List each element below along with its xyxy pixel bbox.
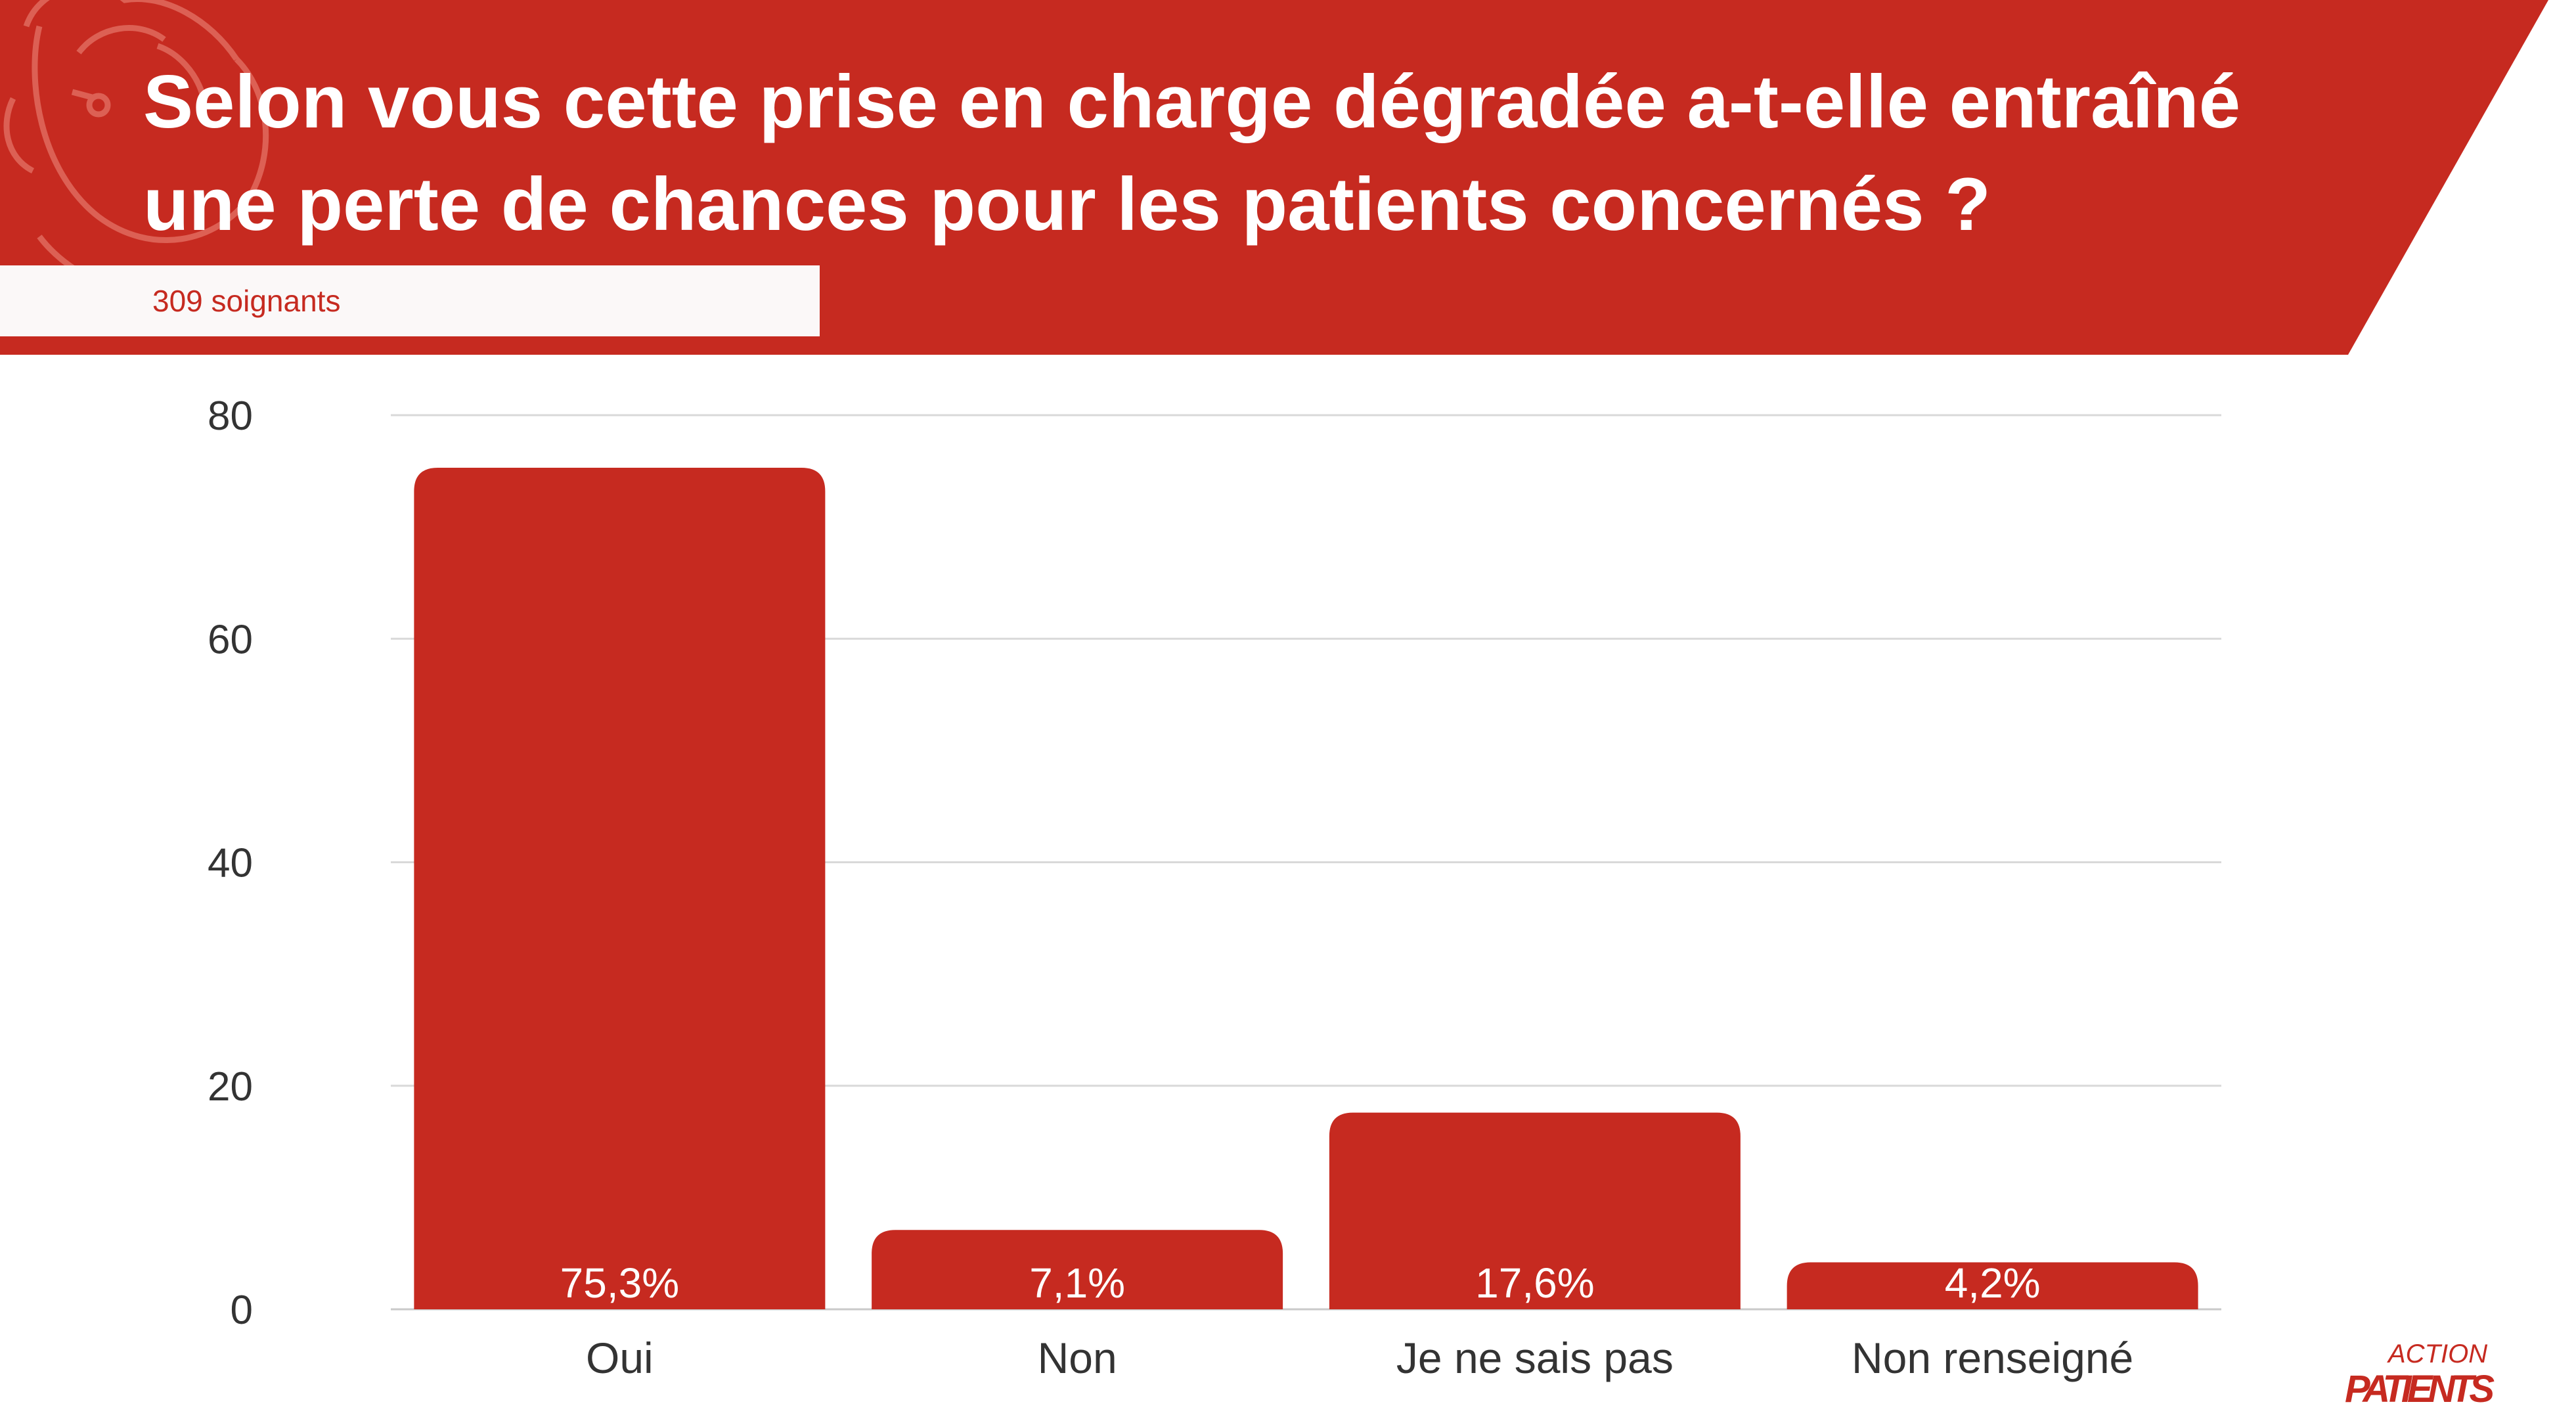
y-tick-label: 0 (231, 1288, 253, 1333)
svg-text:ACTION: ACTION (2387, 1340, 2487, 1368)
bar (1329, 1112, 1741, 1309)
data-label: 75,3% (560, 1259, 679, 1307)
data-label: 17,6% (1475, 1259, 1594, 1307)
subtitle-box: 309 soignants (0, 265, 820, 336)
x-tick-label: Non renseigné (1852, 1334, 2133, 1382)
x-tick-label: Non (1038, 1334, 1117, 1382)
data-label: 7,1% (1029, 1259, 1125, 1307)
bar (872, 1230, 1283, 1309)
x-tick-label: Oui (586, 1334, 654, 1382)
y-tick-label: 20 (208, 1064, 253, 1110)
data-label: 4,2% (1945, 1259, 2041, 1307)
chart-title: Selon vous cette prise en charge dégradé… (143, 60, 2241, 246)
chart-subtitle: 309 soignants (152, 284, 341, 318)
y-tick-label: 40 (208, 841, 253, 886)
y-tick-label: 80 (208, 394, 253, 439)
bar (414, 467, 826, 1309)
y-tick-label: 60 (208, 617, 253, 662)
x-tick-label: Je ne sais pas (1396, 1334, 1674, 1382)
action-patients-logo: ACTION PATIENTS (2345, 1340, 2495, 1408)
bar (1787, 1262, 2198, 1309)
svg-text:PATIENTS: PATIENTS (2345, 1368, 2495, 1408)
